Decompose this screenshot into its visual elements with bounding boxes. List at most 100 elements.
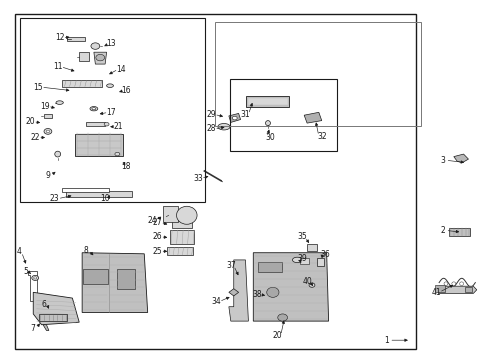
Polygon shape (228, 260, 248, 321)
Text: 3: 3 (439, 156, 444, 165)
Text: 35: 35 (297, 233, 306, 241)
Text: 33: 33 (193, 174, 203, 183)
Ellipse shape (44, 129, 52, 134)
Bar (75, 134, 122, 156)
Text: 37: 37 (225, 261, 235, 270)
Text: 14: 14 (116, 65, 126, 74)
Bar (171, 217, 192, 228)
Polygon shape (253, 253, 328, 321)
Bar (20, 18, 205, 202)
Text: 6: 6 (41, 300, 46, 309)
Bar (163, 206, 177, 222)
Text: 18: 18 (121, 162, 131, 171)
Bar (79, 52, 89, 61)
Text: 28: 28 (206, 124, 216, 133)
Ellipse shape (115, 152, 120, 156)
Ellipse shape (55, 151, 61, 157)
Text: 17: 17 (106, 108, 116, 117)
Polygon shape (304, 112, 321, 123)
Bar (299, 258, 308, 264)
Bar (246, 96, 289, 107)
Bar (247, 98, 287, 105)
Text: 1: 1 (383, 336, 388, 345)
Text: 9: 9 (45, 171, 50, 180)
Bar (86, 122, 104, 126)
Polygon shape (33, 292, 79, 325)
Ellipse shape (32, 275, 39, 280)
Text: 27: 27 (152, 218, 162, 227)
Bar (39, 314, 67, 321)
Text: 19: 19 (40, 102, 50, 111)
Bar (83, 269, 107, 284)
Text: 31: 31 (240, 110, 250, 119)
Ellipse shape (263, 298, 272, 305)
Ellipse shape (459, 282, 463, 285)
Bar (66, 37, 85, 41)
Ellipse shape (106, 84, 113, 87)
Text: 5: 5 (23, 267, 28, 276)
Ellipse shape (292, 257, 302, 263)
Ellipse shape (218, 123, 230, 130)
Ellipse shape (443, 282, 447, 285)
Bar (306, 244, 317, 251)
Ellipse shape (34, 277, 37, 279)
Ellipse shape (260, 295, 275, 309)
Text: 8: 8 (83, 246, 88, 255)
Text: 38: 38 (251, 290, 261, 299)
Text: 22: 22 (30, 133, 40, 142)
Bar (464, 287, 471, 292)
Text: 12: 12 (55, 33, 64, 42)
Text: 2: 2 (439, 226, 444, 235)
Text: 7: 7 (31, 324, 36, 333)
Bar (448, 228, 469, 236)
Text: 26: 26 (152, 233, 162, 241)
Bar (316, 258, 323, 266)
Text: 29: 29 (206, 110, 216, 119)
Ellipse shape (176, 206, 197, 224)
Ellipse shape (92, 108, 96, 110)
Polygon shape (438, 286, 476, 293)
Ellipse shape (96, 54, 104, 61)
Text: 34: 34 (211, 297, 221, 306)
Ellipse shape (90, 107, 98, 111)
Text: 13: 13 (106, 40, 116, 49)
Polygon shape (82, 253, 147, 312)
Polygon shape (228, 289, 238, 296)
Ellipse shape (277, 314, 287, 321)
Polygon shape (453, 154, 468, 163)
Ellipse shape (104, 122, 109, 126)
Bar (43, 114, 52, 118)
Ellipse shape (56, 101, 63, 104)
Text: 23: 23 (50, 194, 60, 203)
Text: 32: 32 (316, 132, 326, 140)
Text: 20: 20 (25, 117, 35, 126)
Bar (15, 14, 415, 349)
Text: 25: 25 (152, 247, 162, 256)
Text: 40: 40 (302, 277, 311, 286)
Bar (229, 79, 337, 151)
Bar (170, 230, 193, 244)
Polygon shape (228, 113, 240, 122)
Bar (62, 188, 108, 192)
Bar (65, 191, 132, 197)
Bar (215, 22, 420, 126)
Text: 20: 20 (272, 331, 282, 340)
Bar (167, 247, 192, 255)
Polygon shape (94, 52, 106, 64)
Bar (117, 269, 135, 289)
Text: 36: 36 (320, 251, 329, 259)
Text: 21: 21 (113, 122, 123, 131)
Ellipse shape (91, 43, 100, 49)
Ellipse shape (46, 130, 50, 132)
Text: 39: 39 (297, 254, 306, 263)
Ellipse shape (265, 121, 270, 126)
Text: 10: 10 (100, 194, 110, 203)
Text: 15: 15 (33, 83, 43, 91)
Text: 30: 30 (264, 133, 274, 142)
Text: 24: 24 (147, 216, 157, 225)
Text: 16: 16 (121, 86, 131, 95)
Ellipse shape (232, 116, 237, 120)
Ellipse shape (451, 282, 455, 285)
Text: 11: 11 (53, 62, 62, 71)
Bar (434, 285, 444, 292)
